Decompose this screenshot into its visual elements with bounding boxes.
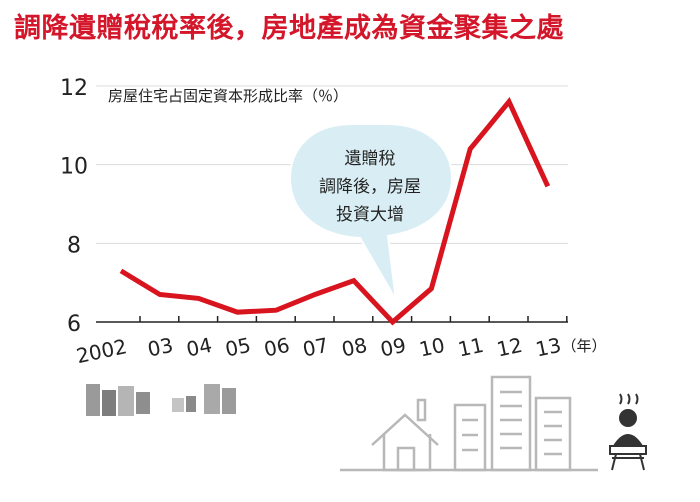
x-tick-label: 08: [339, 333, 369, 362]
city-illustration: [340, 375, 647, 472]
series-layer: [119, 97, 551, 326]
x-tick-label: 04: [184, 333, 214, 362]
house-icon: [371, 398, 439, 472]
x-tick-label: 09: [378, 333, 408, 362]
x-axis: 2002 03 04 05 06 07 08 09 10 11 12 13（年）: [74, 316, 607, 368]
person-on-money-icon: [609, 393, 647, 471]
y-tick-label: 12: [60, 76, 88, 101]
callout-line: 遺贈稅: [345, 149, 396, 169]
blurred-block: [118, 386, 134, 416]
annotation-callout: 遺贈稅 調降後，房屋 投資大增: [288, 123, 454, 301]
x-tick-label: 05: [223, 333, 253, 362]
series-line: [119, 97, 551, 326]
callout-line: 投資大增: [336, 205, 404, 225]
blurred-block: [86, 384, 100, 416]
x-unit-label: （年）: [561, 337, 606, 355]
blurred-block: [102, 390, 116, 416]
y-axis: 6 8 10 12: [60, 76, 88, 337]
blurred-block: [136, 392, 150, 414]
blurred-block: [222, 388, 236, 414]
blurred-block: [204, 384, 220, 414]
x-tick-label: 11: [456, 333, 486, 362]
x-tick-label: 10: [417, 333, 447, 362]
callout-line: 調降後，房屋: [319, 177, 421, 197]
y-tick-label: 6: [67, 312, 81, 337]
headline: 調降遺贈稅稅率後，房地產成為資金聚集之處: [14, 13, 564, 44]
chart-title: 房屋住宅占固定資本形成比率（％）: [108, 87, 348, 105]
x-tick-label: 06: [262, 333, 292, 362]
y-tick-label: 8: [67, 233, 81, 258]
blurred-block: [172, 398, 184, 412]
y-tick-label: 10: [60, 155, 88, 180]
x-tick-label: 2002: [74, 334, 129, 368]
blurred-block: [186, 396, 196, 412]
x-tick-label: 07: [301, 333, 331, 362]
x-tick-label: 13: [533, 333, 563, 362]
buildings-icon: [340, 375, 598, 472]
x-tick-label: 03: [145, 333, 175, 362]
x-tick-label: 12: [495, 333, 525, 362]
